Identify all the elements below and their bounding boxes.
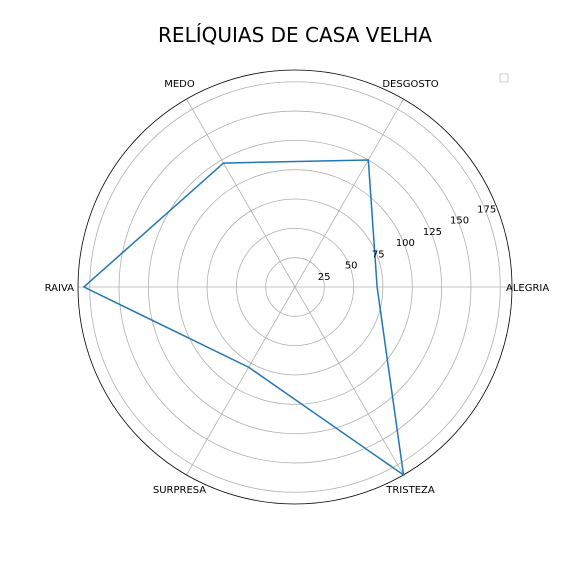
- category-label-alegria: ALEGRIA: [506, 283, 549, 294]
- category-labels: ALEGRIA DESGOSTO MEDO RAIVA SURPRESA TRISTEZA: [45, 79, 550, 496]
- angular-grid: [78, 98, 512, 476]
- spoke-1: [294, 98, 404, 288]
- radial-tick-6: 175: [477, 204, 496, 215]
- radial-tick-0: 25: [318, 272, 331, 283]
- radial-tick-2: 75: [372, 249, 385, 260]
- legend-box: [499, 73, 509, 83]
- category-label-surpresa: SURPRESA: [153, 485, 206, 496]
- spoke-2: [186, 98, 296, 288]
- radial-tick-5: 150: [450, 216, 469, 227]
- chart-title: RELÍQUIAS DE CASA VELHA: [158, 23, 432, 47]
- category-label-raiva: RAIVA: [45, 283, 75, 294]
- radial-tick-3: 100: [396, 238, 415, 249]
- category-label-desgosto: DESGOSTO: [382, 79, 438, 90]
- category-label-medo: MEDO: [164, 79, 195, 90]
- series-layer: [82, 159, 405, 477]
- radial-tick-1: 50: [345, 261, 358, 272]
- series-line-0: [82, 159, 405, 477]
- category-label-tristeza: TRISTEZA: [385, 485, 435, 496]
- radial-tick-4: 125: [423, 227, 442, 238]
- radial-tick-labels: 25 50 75 100 125 150 175: [318, 204, 496, 282]
- spoke-5: [294, 286, 404, 476]
- spoke-4: [186, 286, 296, 476]
- polar-frame: [77, 69, 513, 505]
